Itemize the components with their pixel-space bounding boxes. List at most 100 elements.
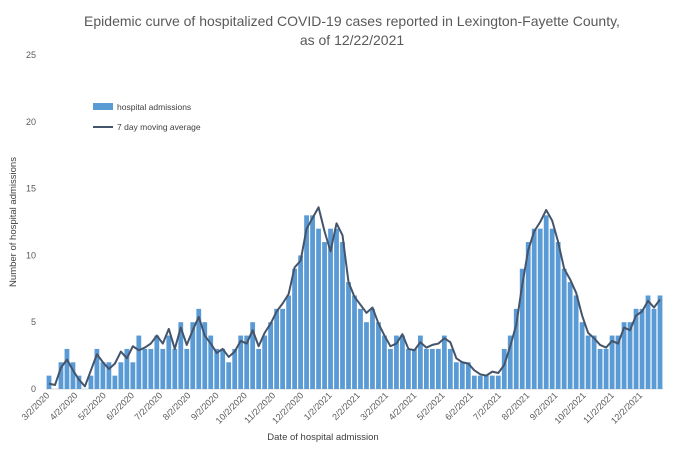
bar [172, 348, 178, 389]
x-tick-label: 4/2/2021 [387, 390, 419, 422]
bar [400, 335, 405, 389]
moving-average-series [48, 206, 661, 388]
legend-label-bars: hospital admissions [117, 102, 191, 112]
bar [292, 268, 297, 389]
bar [316, 228, 321, 389]
bar [226, 362, 232, 389]
bar [70, 362, 76, 389]
bar [250, 322, 256, 389]
x-axis-label: Date of hospital admission [267, 432, 378, 443]
bar [262, 335, 268, 389]
y-tick-label: 20 [26, 117, 36, 127]
bar [585, 335, 591, 389]
bar [274, 308, 280, 389]
bar [657, 295, 663, 389]
bar [519, 268, 525, 389]
bar [459, 362, 465, 389]
bar [447, 348, 453, 389]
chart-title-line1: Epidemic curve of hospitalized COVID-19 … [84, 13, 620, 29]
bar [358, 308, 363, 389]
bar [394, 335, 399, 389]
x-tick-label: 3/2/2020 [20, 390, 52, 422]
bar [489, 375, 495, 389]
legend-swatch-bars [93, 103, 113, 110]
x-tick-label: 1/2/2021 [302, 390, 334, 422]
bar [106, 362, 112, 389]
bar [322, 242, 327, 389]
bar [591, 335, 597, 389]
bar [328, 228, 333, 389]
legend: hospital admissions 7 day moving average [93, 102, 201, 132]
bar [130, 362, 136, 389]
bar [561, 268, 567, 389]
bar [615, 335, 621, 389]
bar [513, 308, 519, 389]
bar [471, 375, 477, 389]
bar [202, 322, 208, 389]
bar [364, 322, 369, 389]
bar [154, 335, 160, 389]
bar [190, 322, 196, 389]
bar [388, 348, 393, 389]
bar [232, 348, 238, 389]
bar [483, 375, 489, 389]
bar [346, 282, 351, 389]
bar [412, 348, 417, 389]
bar [376, 322, 381, 389]
y-axis-label: Number of hospital admissions [8, 157, 19, 287]
bar [627, 322, 633, 389]
bar [549, 228, 555, 389]
bar [178, 322, 184, 389]
bar [214, 348, 220, 389]
bar [573, 295, 579, 389]
bar [100, 362, 106, 389]
bar [208, 335, 214, 389]
bar [142, 348, 148, 389]
y-axis-ticks: 0 5 10 15 20 25 [26, 50, 36, 394]
y-tick-label: 10 [26, 250, 36, 260]
y-tick-label: 5 [31, 317, 36, 327]
bar [501, 348, 507, 389]
x-tick-label: 7/2/2020 [132, 390, 164, 422]
bar [280, 308, 286, 389]
bar [196, 308, 202, 389]
bar [88, 375, 94, 389]
x-tick-label: 6/2/2020 [104, 390, 136, 422]
bar [160, 348, 166, 389]
bar [597, 348, 603, 389]
bar [423, 348, 429, 389]
bar [286, 295, 291, 389]
bar [238, 335, 244, 389]
bar [136, 335, 142, 389]
bar [453, 362, 459, 389]
bar [495, 375, 501, 389]
y-tick-label: 25 [26, 50, 36, 60]
x-tick-label: 7/2/2021 [471, 390, 503, 422]
bar [621, 322, 627, 389]
bar [418, 335, 423, 389]
bar [166, 335, 172, 389]
bar [244, 335, 250, 389]
bar [633, 308, 639, 389]
x-axis-ticks: 3/2/20204/2/20205/2/20206/2/20207/2/2020… [20, 390, 645, 425]
x-tick-label: 5/2/2021 [415, 390, 447, 422]
bar [334, 228, 339, 389]
x-tick-label: 3/2/2021 [358, 390, 390, 422]
bar [429, 348, 435, 389]
bar [465, 362, 471, 389]
bar [58, 362, 64, 389]
bar [645, 295, 651, 389]
y-tick-label: 15 [26, 184, 36, 194]
bar [148, 348, 154, 389]
bar [46, 375, 52, 389]
x-tick-label: 2/2/2021 [330, 390, 362, 422]
x-tick-label: 5/2/2020 [76, 390, 108, 422]
bar [639, 308, 645, 389]
bar [184, 348, 190, 389]
legend-label-line: 7 day moving average [117, 122, 201, 132]
bar [382, 335, 387, 389]
bar [531, 228, 537, 389]
bar [64, 348, 70, 389]
bar [112, 375, 118, 389]
